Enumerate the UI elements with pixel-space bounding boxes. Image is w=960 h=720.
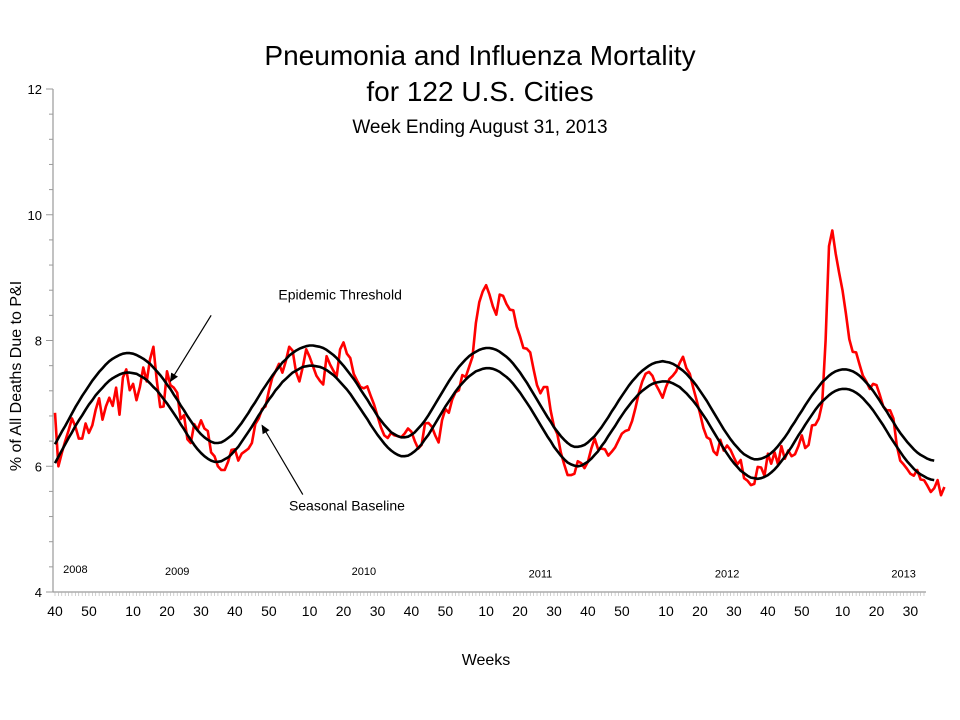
year-label: 2013 xyxy=(891,569,915,581)
y-tick-label: 4 xyxy=(35,585,42,600)
x-tick-label: 50 xyxy=(81,603,97,619)
annotation-epidemic-threshold: Epidemic Threshold xyxy=(278,287,401,303)
x-tick-label: 50 xyxy=(438,603,454,619)
series-line-seasonal-baseline xyxy=(53,364,935,482)
x-tick-label: 10 xyxy=(125,603,141,619)
chart-title: Pneumonia and Influenza Mortality xyxy=(264,40,696,71)
annotation-arrow-seasonal-baseline xyxy=(261,424,304,495)
x-tick-label: 30 xyxy=(546,603,562,619)
series-line-epidemic-threshold xyxy=(53,344,935,462)
year-label: 2009 xyxy=(165,566,189,578)
x-tick-label: 30 xyxy=(726,603,742,619)
x-tick-label: 10 xyxy=(478,603,494,619)
chart-subtitle: Week Ending August 31, 2013 xyxy=(352,117,608,138)
x-axis-label: Weeks xyxy=(461,652,511,669)
y-tick-label: 6 xyxy=(35,459,42,474)
x-tick-label: 50 xyxy=(261,603,277,619)
x-tick-label: 50 xyxy=(614,603,630,619)
x-tick-label: 40 xyxy=(760,603,776,619)
year-label: 2011 xyxy=(529,569,553,581)
labels-layer: 2008 2009 2010 2011 2012 2013 Epidemic Thresho… xyxy=(63,287,916,581)
x-tick-label: 10 xyxy=(302,603,318,619)
x-tick-label: 20 xyxy=(692,603,708,619)
y-tick-label: 10 xyxy=(28,208,42,223)
x-tick-label: 40 xyxy=(580,603,596,619)
annotation-arrow-epidemic-threshold xyxy=(169,315,212,383)
x-tick-label: 30 xyxy=(193,603,209,619)
annotation-seasonal-baseline: Seasonal Baseline xyxy=(289,497,405,513)
x-tick-label: 40 xyxy=(404,603,420,619)
x-tick-label: 20 xyxy=(159,603,175,619)
year-label: 2010 xyxy=(352,566,376,578)
x-tick-label: 30 xyxy=(370,603,386,619)
series-line-p-i-mortality xyxy=(53,229,946,497)
year-label: 2012 xyxy=(715,569,739,581)
x-tick-label: 20 xyxy=(869,603,885,619)
year-label: 2008 xyxy=(63,564,87,576)
x-tick-label: 10 xyxy=(658,603,674,619)
x-tick-label: 40 xyxy=(227,603,243,619)
y-tick-label: 12 xyxy=(28,82,42,97)
y-axis-label: % of All Deaths Due to P&I xyxy=(8,280,25,472)
axes: 4 6 8 10 12 40 50 10 20 30 40 50 10 20 30 40 50 10 20 30 40 5… xyxy=(28,82,926,619)
chart-title-line-2: for 122 U.S. Cities xyxy=(366,76,594,107)
y-tick-label: 8 xyxy=(35,334,42,349)
x-tick-label: 40 xyxy=(47,603,63,619)
x-tick-label: 50 xyxy=(794,603,810,619)
x-tick-label: 10 xyxy=(835,603,851,619)
x-tick-label: 20 xyxy=(336,603,352,619)
x-tick-label: 30 xyxy=(903,603,919,619)
x-tick-label: 20 xyxy=(512,603,528,619)
series-layer xyxy=(53,229,946,497)
